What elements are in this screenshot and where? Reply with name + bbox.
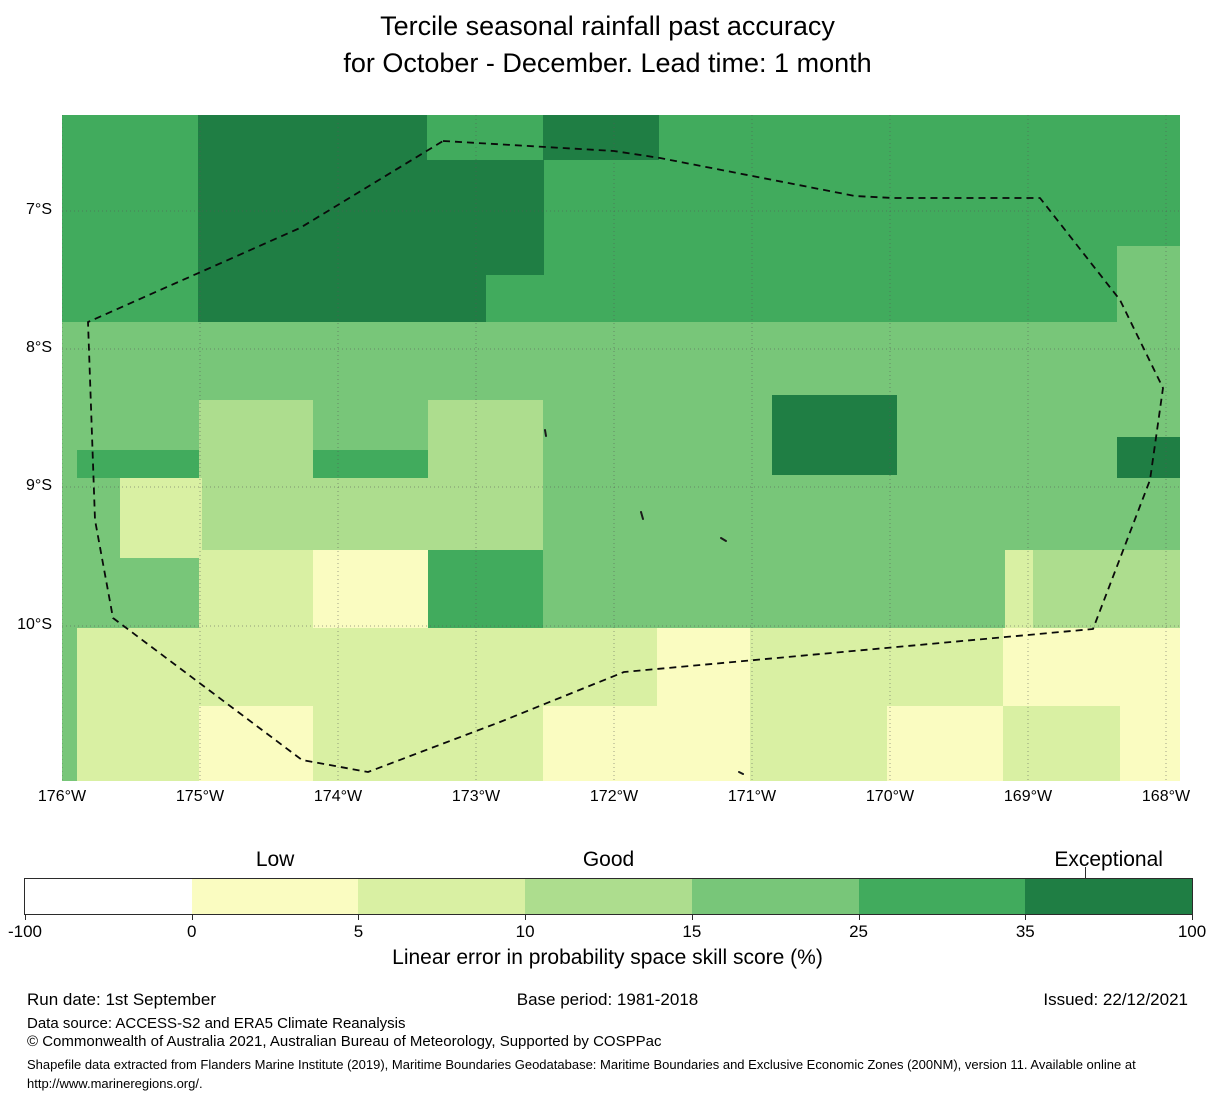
map-overlay [62,115,1180,781]
x-tick-label: 176°W [37,788,87,805]
map-cell [887,706,1003,781]
colorbar-segment [191,879,359,914]
island-mark [640,511,644,520]
x-tick-label: 175°W [175,788,225,805]
x-tick-label: 170°W [865,788,915,805]
colorbar-category-label: Low [255,848,295,871]
x-tick-label: 174°W [313,788,363,805]
x-tick-label: 172°W [589,788,639,805]
colorbar-tick [1025,914,1027,920]
map-cell [62,628,77,781]
colorbar-tick-label: 0 [186,922,197,941]
map-cell [199,706,313,781]
colorbar-tick [525,914,527,920]
x-tick-label: 169°W [1003,788,1053,805]
colorbar-top-tick [1084,867,1087,879]
map-cell [199,400,313,478]
map-area [62,115,1180,781]
map-cell [313,450,428,478]
island-mark [738,771,744,775]
map-cell [1117,246,1180,437]
eez-boundary-dashed [87,140,1164,773]
colorbar-tick-label: 10 [515,922,535,941]
footer-base-period: Base period: 1981-2018 [516,990,699,1009]
x-tick-label: 173°W [451,788,501,805]
island-mark [720,537,727,542]
map-cell [543,115,659,160]
footer-issued-date: Issued: 22/12/2021 [1043,990,1188,1009]
colorbar-segment [525,879,692,914]
map-cell [77,450,199,478]
colorbar-segment [1025,879,1193,914]
map-cell [428,550,543,628]
footer-shapefile-note: Shapefile data extracted from Flanders M… [27,1057,1136,1091]
y-tick-label: 10°S [17,616,52,633]
colorbar-segment [25,879,192,914]
map-cell [198,115,427,160]
x-tick-label: 168°W [1141,788,1191,805]
colorbar-tick [858,914,860,920]
colorbar-tick [25,914,26,920]
colorbar-tick [1192,914,1193,920]
colorbar-tick [191,914,193,920]
x-tick-label: 171°W [727,788,777,805]
colorbar-axis-label: Linear error in probability space skill … [392,946,823,969]
colorbar-tick-label: 5 [353,922,364,941]
footer-data-source: Data source: ACCESS-S2 and ERA5 Climate … [27,1015,406,1032]
colorbar-tick [358,914,360,920]
footer-run-date: Run date: 1st September [27,990,217,1009]
chart-title-line2: for October - December. Lead time: 1 mon… [343,48,872,78]
map-cell [1003,628,1180,706]
map-cell [1033,550,1180,628]
colorbar-category-label: Good [582,848,635,871]
map-cells [62,115,1180,781]
map-cell [198,160,544,275]
map-cell [198,275,486,322]
colorbar-category-label: Exceptional [1054,848,1163,871]
map-cell [199,478,543,550]
y-tick-label: 7°S [26,201,52,218]
chart-title-line1: Tercile seasonal rainfall past accuracy [380,11,835,41]
map-cell [313,550,428,628]
y-tick-label: 9°S [26,477,52,494]
map-cell [428,400,543,478]
y-tick-label: 8°S [26,339,52,356]
colorbar: -100 0 5 10 15 25 35 100 Low Good Exceptional [8,848,1206,941]
colorbar-tick [691,914,693,920]
island-mark [544,429,547,437]
map-cell [772,395,897,475]
map-cell [543,706,750,781]
colorbar-segment [858,879,1026,914]
colorbar-segment [358,879,526,914]
map-cell [1120,706,1180,781]
colorbar-tick-label: 25 [849,922,869,941]
map-cell [120,478,202,558]
chart-title: Tercile seasonal rainfall past accuracy … [0,8,1215,82]
colorbar-tick-label: 35 [1015,922,1035,941]
map-cell [1117,437,1180,478]
colorbar-tick-label: -100 [7,922,43,941]
colorbar-tick-label: 100 [1177,922,1207,941]
footer-copyright: © Commonwealth of Australia 2021, Austra… [27,1033,662,1050]
colorbar-segment [691,879,859,914]
map-cell [199,550,313,628]
colorbar-gradient [24,878,1193,915]
colorbar-tick-label: 15 [682,922,702,941]
